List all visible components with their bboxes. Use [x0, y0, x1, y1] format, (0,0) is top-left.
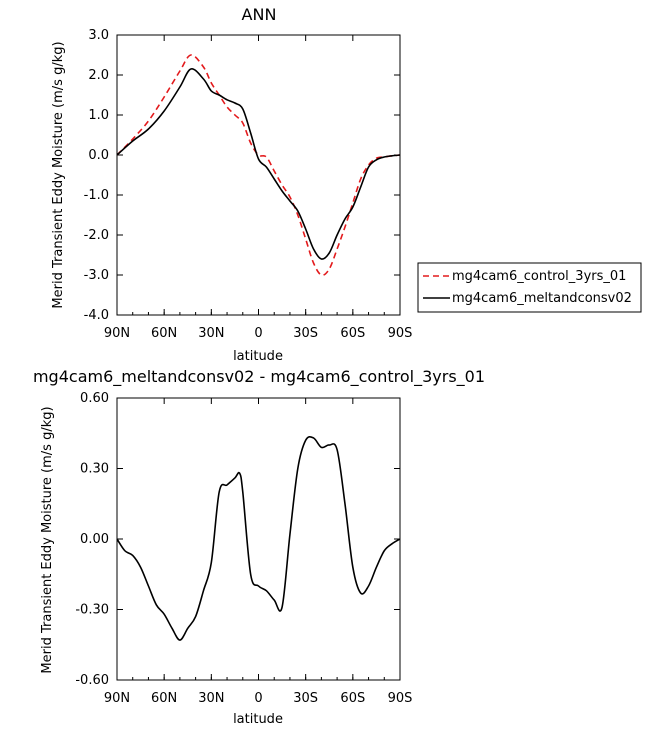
bottom-y-axis-label: Merid Transient Eddy Moisture (m/s g/kg) [40, 406, 55, 673]
top-x-tick-label: 90S [388, 326, 413, 341]
top-y-tick-label: 0.0 [88, 148, 109, 163]
top-y-tick-label: -1.0 [84, 188, 109, 203]
top-x-tick-label: 30S [293, 326, 318, 341]
top-legend: mg4cam6_control_3yrs_01 mg4cam6_meltandc… [417, 262, 642, 313]
top-x-tick-label: 60S [340, 326, 365, 341]
top-y-tick-label: -4.0 [84, 308, 109, 323]
bottom-series-line-0 [116, 435, 401, 641]
bottom-chart-title: mg4cam6_meltandconsv02 - mg4cam6_control… [33, 367, 485, 387]
top-plot-frame [116, 34, 401, 316]
bottom-y-tick-label: -0.30 [75, 603, 109, 618]
legend-label-meltandconsv: mg4cam6_meltandconsv02 [452, 291, 632, 306]
bottom-x-tick-label: 0 [254, 691, 262, 706]
bottom-x-axis-label: latitude [233, 712, 283, 727]
bottom-plot-frame [116, 397, 401, 681]
top-y-axis-label: Merid Transient Eddy Moisture (m/s g/kg) [51, 41, 66, 308]
bottom-chart: mg4cam6_meltandconsv02 - mg4cam6_control… [33, 367, 485, 727]
bottom-x-ticks: 90N 60N 30N 0 30S 60S 90S [104, 398, 413, 706]
top-chart: ANN 3.0 2.0 1.0 0.0 -1.0 -2.0 -3.0 -4.0 90N 60N 3… [51, 5, 642, 364]
top-x-tick-label: 90N [104, 326, 130, 341]
legend-label-control: mg4cam6_control_3yrs_01 [452, 269, 626, 284]
legend-box [417, 262, 642, 313]
bottom-x-tick-label: 90N [104, 691, 130, 706]
top-x-tick-label: 0 [254, 326, 262, 341]
top-x-axis-label: latitude [233, 349, 283, 364]
top-series-line-1 [116, 68, 401, 260]
bottom-x-tick-label: 60S [340, 691, 365, 706]
top-y-tick-label: -2.0 [84, 228, 109, 243]
bottom-y-ticks: 0.60 0.30 0.00 -0.30 -0.60 [75, 391, 400, 688]
bottom-series-lines [116, 435, 401, 641]
top-y-tick-label: -3.0 [84, 268, 109, 283]
top-series-line-0 [116, 54, 401, 277]
top-y-tick-label: 2.0 [88, 68, 109, 83]
bottom-x-tick-label: 30N [198, 691, 224, 706]
bottom-y-tick-label: -0.60 [75, 673, 109, 688]
top-series-lines [116, 54, 401, 277]
bottom-y-tick-label: 0.60 [80, 391, 109, 406]
bottom-x-tick-label: 30S [293, 691, 318, 706]
top-y-ticks: 3.0 2.0 1.0 0.0 -1.0 -2.0 -3.0 -4.0 [84, 28, 400, 323]
top-y-tick-label: 3.0 [88, 28, 109, 43]
top-x-tick-label: 60N [151, 326, 177, 341]
bottom-y-tick-label: 0.00 [80, 532, 109, 547]
top-x-tick-label: 30N [198, 326, 224, 341]
top-y-tick-label: 1.0 [88, 108, 109, 123]
bottom-x-tick-label: 90S [388, 691, 413, 706]
top-x-ticks: 90N 60N 30N 0 30S 60S 90S [104, 35, 413, 341]
bottom-x-tick-label: 60N [151, 691, 177, 706]
bottom-y-tick-label: 0.30 [80, 462, 109, 477]
top-chart-title: ANN [242, 5, 277, 24]
